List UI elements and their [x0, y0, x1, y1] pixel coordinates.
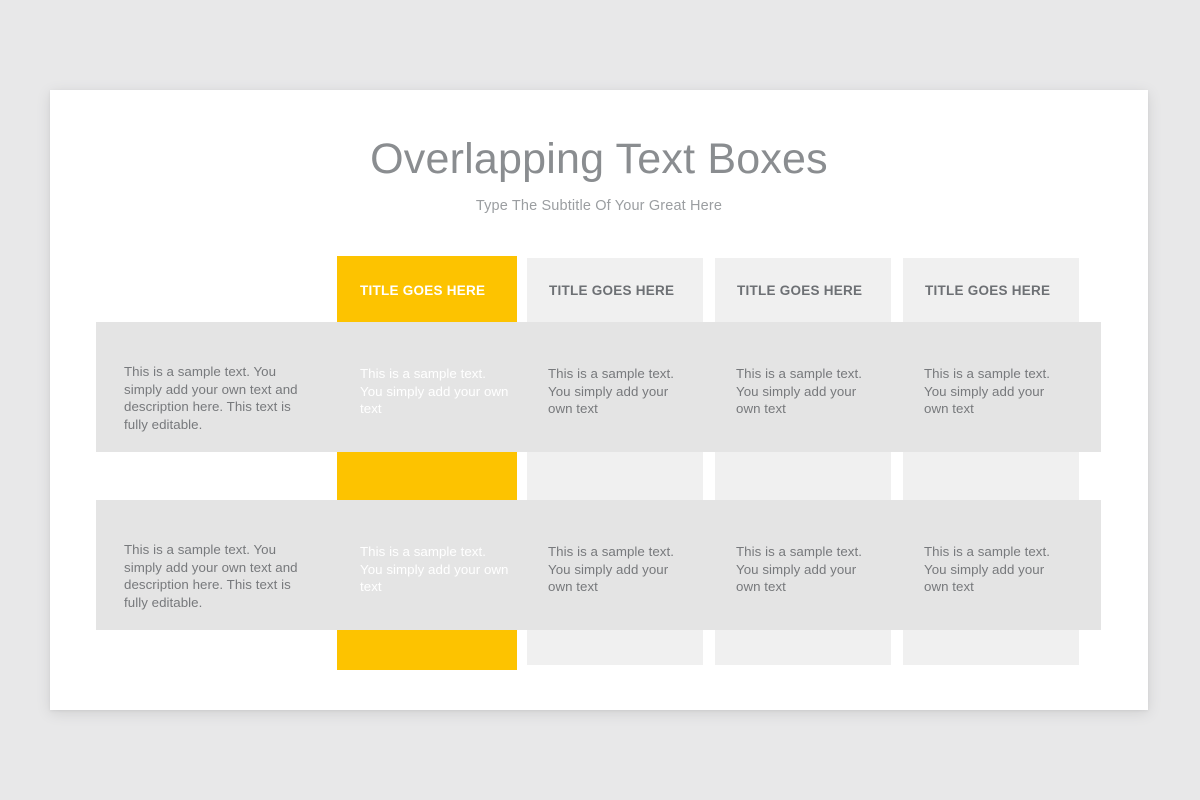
page-title: Overlapping Text Boxes	[370, 135, 828, 183]
row-2-cell-2: This is a sample text. You simply add yo…	[548, 544, 674, 595]
row-2-cell-4: This is a sample text. You simply add yo…	[924, 544, 1050, 595]
row-2-cell-3: This is a sample text. You simply add yo…	[736, 544, 862, 595]
presentation-slide: Overlapping Text Boxes Type The Subtitle…	[50, 90, 1148, 710]
column-title-4: TITLE GOES HERE	[925, 283, 1051, 298]
row-1-cell-2: This is a sample text. You simply add yo…	[548, 366, 674, 417]
row-band-1	[96, 322, 1101, 452]
column-title-2: TITLE GOES HERE	[549, 283, 675, 298]
row-2-lead-text: This is a sample text. You simply add yo…	[124, 542, 298, 610]
row-band-2	[96, 500, 1101, 630]
row-1-cell-1: This is a sample text. You simply add yo…	[360, 366, 509, 417]
row-1-cell-3: This is a sample text. You simply add yo…	[736, 366, 862, 417]
column-title-3: TITLE GOES HERE	[737, 283, 863, 298]
row-1-lead-text: This is a sample text. You simply add yo…	[124, 364, 298, 432]
row-2-cell-1: This is a sample text. You simply add yo…	[360, 544, 509, 595]
row-1-cell-4: This is a sample text. You simply add yo…	[924, 366, 1050, 417]
column-title-1: TITLE GOES HERE	[360, 283, 486, 298]
page-subtitle: Type The Subtitle Of Your Great Here	[475, 198, 723, 214]
